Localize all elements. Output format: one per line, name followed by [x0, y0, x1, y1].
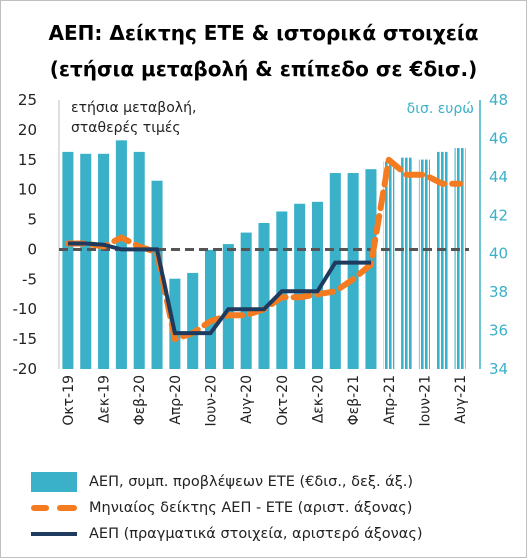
- x-axis-tick-label: Ιουν-21: [417, 375, 433, 426]
- left-axis-tick-label: 10: [18, 181, 37, 199]
- gdp-bar: [98, 153, 110, 369]
- left-axis-tick-label: -10: [13, 300, 38, 318]
- left-axis-tick-label: 25: [18, 91, 37, 109]
- gdp-bar: [258, 222, 270, 369]
- gdp-bar: [62, 151, 74, 369]
- x-axis-tick-label: Αυγ-21: [453, 375, 469, 424]
- chart-plot: -20 -15 -10 -5 0 5 10 15 20 25 34 36 38 40 42 44 46 48 Οκτ…: [13, 91, 509, 426]
- left-axis-tick-label: -5: [22, 270, 37, 288]
- left-axis-tick-label: 0: [27, 240, 37, 258]
- legend-item-actual: ΑΕΠ (πραγματικά στοιχεία, αριστερό άξονα…: [31, 521, 511, 547]
- legend-label-actual: ΑΕΠ (πραγματικά στοιχεία, αριστερό άξονα…: [89, 526, 423, 542]
- gdp-bar: [187, 272, 199, 369]
- right-axis-tick-label: 40: [489, 245, 508, 263]
- left-axis-tick-label: 15: [18, 151, 37, 169]
- right-axis-tick-label: 44: [489, 168, 508, 186]
- forecast-bar: [383, 161, 395, 369]
- gdp-bar: [115, 140, 127, 369]
- legend-label-monthly: Μηνιαίος δείκτης ΑΕΠ - ΕΤΕ (αριστ. άξονα…: [89, 500, 413, 516]
- right-axis-tick-label: 46: [489, 129, 508, 147]
- legend: ΑΕΠ, συμπ. προβλέψεων ΕΤΕ (€δισ., δεξ. ά…: [31, 469, 511, 547]
- gdp-bar: [133, 151, 145, 369]
- gdp-bar: [347, 173, 359, 369]
- left-axis-tick-label: 5: [27, 211, 37, 229]
- legend-swatch-monthly: [31, 498, 77, 518]
- gdp-bar: [294, 203, 306, 369]
- legend-swatch-actual: [31, 524, 77, 544]
- gdp-bar: [329, 173, 341, 369]
- forecast-bar: [436, 151, 448, 369]
- right-axis-tick-label: 42: [489, 206, 508, 224]
- x-axis-tick-label: Αυγ-20: [239, 375, 255, 424]
- legend-swatch-bars: [31, 472, 77, 492]
- forecast-bar: [418, 159, 430, 369]
- x-axis-tick-label: Φεβ-20: [132, 375, 148, 425]
- actual-gdp-line: [67, 241, 371, 336]
- gdp-bar: [240, 232, 252, 369]
- gdp-bar: [204, 249, 217, 369]
- x-axis-tick-label: Δεκ-19: [97, 375, 113, 423]
- legend-item-monthly: Μηνιαίος δείκτης ΑΕΠ - ΕΤΕ (αριστ. άξονα…: [31, 495, 511, 521]
- gdp-bar: [311, 201, 324, 369]
- x-axis-tick-label: Φεβ-21: [346, 375, 362, 425]
- x-axis-tick-label: Δεκ-20: [310, 375, 326, 423]
- forecast-bar: [401, 157, 413, 369]
- right-axis-tick-label: 48: [489, 91, 508, 109]
- chart-title: ΑΕΠ: Δείκτης ΕΤΕ & ιστορικά στοιχεία: [48, 21, 479, 45]
- x-axis-tick-label: Ιουν-20: [204, 375, 220, 426]
- x-axis-tick-label: Οκτ-19: [61, 375, 77, 426]
- gdp-bar: [365, 169, 377, 369]
- left-axis-tick-label: -20: [13, 360, 38, 378]
- gdp-bar: [80, 153, 92, 369]
- x-axis-tick-label: Απρ-21: [382, 375, 398, 425]
- right-axis-tick-label: 34: [489, 360, 508, 378]
- left-axis-label: σταθερές τιμές: [71, 120, 181, 136]
- left-axis-tick-label: 20: [18, 121, 37, 139]
- chart-subtitle: (ετήσια μεταβολή & επίπεδο σε €δισ.): [49, 57, 478, 81]
- right-axis-label: δισ. ευρώ: [407, 101, 474, 117]
- gdp-bar: [151, 180, 163, 369]
- legend-label-bars: ΑΕΠ, συμπ. προβλέψεων ΕΤΕ (€δισ., δεξ. ά…: [89, 474, 414, 490]
- x-axis-tick-label: Απρ-20: [168, 375, 184, 425]
- legend-item-bars: ΑΕΠ, συμπ. προβλέψεων ΕΤΕ (€δισ., δεξ. ά…: [31, 469, 511, 495]
- forecast-bar: [454, 148, 466, 369]
- right-axis-tick-label: 36: [489, 322, 508, 340]
- left-axis-label: ετήσια μεταβολή,: [71, 100, 196, 116]
- left-axis-tick-label: -15: [13, 330, 38, 348]
- gdp-bar: [222, 244, 234, 369]
- x-axis-tick-label: Οκτ-20: [275, 375, 291, 426]
- right-axis-tick-label: 38: [489, 283, 508, 301]
